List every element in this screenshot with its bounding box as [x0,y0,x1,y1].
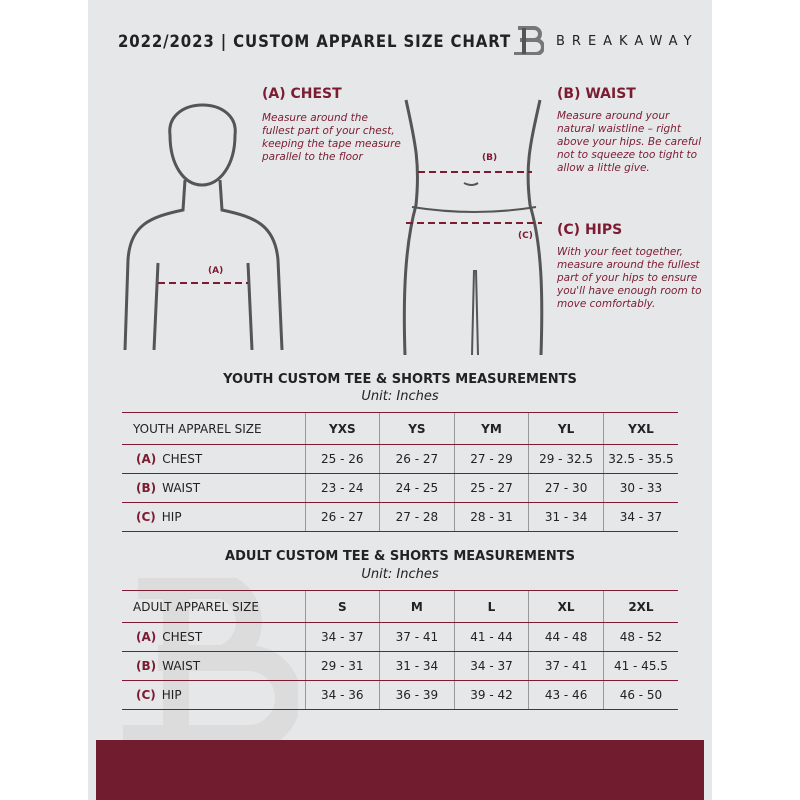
table-cell: 39 - 42 [453,680,529,710]
measurement-code: (C) [136,510,156,524]
chest-description: Measure around the fullest part of your … [262,112,401,163]
measurement-code: (B) [136,481,157,495]
table-cell: 27 - 30 [528,473,604,503]
breakaway-logo-icon [514,26,544,55]
table-header-row: ADULT APPAREL SIZE S M L XL 2XL [122,590,678,623]
table-row: (C) HIP 34 - 36 36 - 39 39 - 42 43 - 46 46 - 5… [122,680,678,710]
size-header: 2XL [602,590,678,623]
adult-size-table: ADULT APPAREL SIZE S M L XL 2XL (A) CHEST 34 - 3… [122,590,678,710]
measurement-name: WAIST [162,659,201,673]
table-cell: 37 - 41 [528,651,604,681]
table-cell: 44 - 48 [528,622,604,652]
size-header: L [453,590,529,623]
measurement-code: (A) [136,452,157,466]
table-cell: 34 - 37 [304,622,380,652]
table-cell: 34 - 36 [304,680,380,710]
table-row: (B) WAIST 23 - 24 24 - 25 25 - 27 27 - 30 30 -… [122,473,678,503]
chest-heading: (A) CHEST [262,86,342,102]
size-label: YOUTH APPAREL SIZE [122,412,305,445]
size-header: S [304,590,380,623]
measurement-label: (A) CHEST [122,444,305,474]
table-header-row: YOUTH APPAREL SIZE YXS YS YM YL YXL [122,412,678,445]
youth-unit: Unit: Inches [361,389,439,404]
table-cell: 29 - 32.5 [528,444,604,474]
table-cell: 48 - 52 [602,622,678,652]
table-cell: 26 - 27 [379,444,455,474]
measurement-name: WAIST [162,481,201,495]
measurement-code: (C) [136,688,156,702]
table-cell: 36 - 39 [379,680,455,710]
adult-section-title: ADULT CUSTOM TEE & SHORTS MEASUREMENTS [225,549,575,564]
adult-unit: Unit: Inches [361,567,439,582]
measurement-label: (B) WAIST [122,473,305,503]
table-cell: 31 - 34 [379,651,455,681]
table-cell: 25 - 26 [304,444,380,474]
youth-size-table: YOUTH APPAREL SIZE YXS YS YM YL YXL (A) CHEST 25… [122,412,678,532]
measurement-name: HIP [161,510,182,524]
table-cell: 26 - 27 [304,502,380,532]
table-cell: 23 - 24 [304,473,380,503]
table-row: (B) WAIST 29 - 31 31 - 34 34 - 37 37 - 41 41 -… [122,651,678,681]
table-cell: 27 - 28 [379,502,455,532]
table-cell: 27 - 29 [453,444,529,474]
size-header: M [379,590,455,623]
table-cell: 25 - 27 [453,473,529,503]
page-title: 2022/2023 | CUSTOM APPAREL SIZE CHART [118,32,512,52]
measurement-label: (C) HIP [122,680,305,710]
measurement-label: (B) WAIST [122,651,305,681]
table-row: (C) HIP 26 - 27 27 - 28 28 - 31 31 - 34 34 - 3… [122,502,678,532]
table-cell: 41 - 44 [453,622,529,652]
measurement-name: CHEST [162,452,203,466]
measurement-name: CHEST [162,630,203,644]
footer-bar [96,740,704,800]
table-cell: 24 - 25 [379,473,455,503]
table-cell: 46 - 50 [602,680,678,710]
table-row: (A) CHEST 34 - 37 37 - 41 41 - 44 44 - 48 48 -… [122,622,678,652]
table-cell: 28 - 31 [453,502,529,532]
waist-marker: (B) [482,153,498,163]
table-cell: 34 - 37 [602,502,678,532]
measurement-label: (C) HIP [122,502,305,532]
measurement-code: (B) [136,659,157,673]
hips-description: With your feet together, measure around … [557,246,702,310]
size-label: ADULT APPAREL SIZE [122,590,305,623]
table-cell: 29 - 31 [304,651,380,681]
waist-heading: (B) WAIST [557,86,636,102]
size-header: YXS [304,412,380,445]
waist-description: Measure around your natural waistline – … [557,110,702,174]
table-cell: 32.5 - 35.5 [602,444,678,474]
hips-heading: (C) HIPS [557,222,623,238]
size-header: YS [379,412,455,445]
table-cell: 30 - 33 [602,473,678,503]
upper-body-figure-icon [123,103,284,350]
size-header: XL [528,590,604,623]
size-header: YXL [602,412,678,445]
youth-section-title: YOUTH CUSTOM TEE & SHORTS MEASUREMENTS [223,372,577,387]
size-header: YL [528,412,604,445]
measurement-code: (A) [136,630,157,644]
table-cell: 43 - 46 [528,680,604,710]
measurement-label: (A) CHEST [122,622,305,652]
table-cell: 31 - 34 [528,502,604,532]
measurement-name: HIP [161,688,182,702]
table-row: (A) CHEST 25 - 26 26 - 27 27 - 29 29 - 32.5 32… [122,444,678,474]
hips-marker: (C) [518,231,533,241]
lower-body-figure-icon [402,99,544,355]
brand-name: BREAKAWAY [556,34,699,49]
table-cell: 37 - 41 [379,622,455,652]
size-header: YM [453,412,529,445]
chest-marker: (A) [208,266,224,276]
table-cell: 34 - 37 [453,651,529,681]
table-cell: 41 - 45.5 [602,651,678,681]
